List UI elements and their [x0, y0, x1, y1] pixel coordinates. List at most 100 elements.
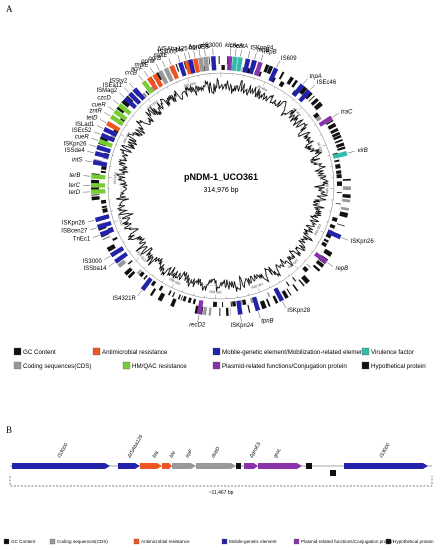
feature-label: cueR	[92, 102, 107, 108]
feature-label: repB	[335, 266, 348, 272]
feature-block	[94, 151, 110, 159]
cds-block	[145, 90, 150, 96]
cds-block	[121, 99, 130, 108]
tick-mark	[157, 92, 159, 95]
cds-block	[127, 260, 133, 265]
feature-leader	[94, 131, 101, 135]
feature-label: groL	[198, 44, 210, 50]
legend-label: Antimicrobial resistance	[141, 539, 190, 544]
feature-label: ISSde4	[65, 148, 85, 154]
legend-swatch	[122, 361, 131, 370]
feature-block	[298, 89, 312, 103]
cds-block	[266, 291, 271, 298]
cds-block	[266, 65, 274, 75]
feature-leader	[260, 54, 264, 62]
legend-label: HM/QAC resistance	[132, 363, 187, 370]
gene-arrow	[344, 463, 428, 469]
cds-block	[258, 71, 262, 77]
feature-leader	[258, 311, 261, 319]
cds-block	[306, 263, 311, 268]
feature-block	[157, 70, 169, 85]
legend-label: Virulence factor	[371, 349, 414, 356]
cds-block	[149, 288, 157, 297]
feature-leader	[332, 113, 339, 118]
tick-mark	[115, 144, 118, 146]
feature-leader	[276, 61, 280, 68]
cds-block	[336, 192, 342, 194]
cds-block	[292, 276, 297, 282]
cds-block	[208, 56, 211, 65]
cds-block	[301, 275, 310, 285]
feature-leader	[347, 151, 355, 154]
legend-swatch	[385, 538, 392, 545]
tick-mark	[292, 99, 294, 102]
feature-label: ISSba14	[83, 266, 107, 272]
cds-block	[272, 295, 279, 304]
feature-block	[178, 61, 187, 77]
hypothetical-block	[330, 470, 336, 476]
feature-label: virB	[357, 148, 367, 154]
feature-label: repB	[264, 49, 277, 55]
legend-item: GC Content	[3, 538, 36, 545]
feature-block	[236, 57, 243, 72]
feature-block	[100, 132, 116, 143]
feature-label: ISMag2	[96, 88, 117, 94]
feature-leader	[240, 49, 242, 57]
gene-label: groL	[273, 447, 283, 459]
gene-label: ΔgroES	[248, 440, 263, 459]
feature-block	[292, 83, 305, 97]
tick-mark	[319, 134, 322, 136]
cds-block	[304, 91, 313, 100]
feature-block	[203, 56, 210, 72]
feature-block	[187, 59, 196, 74]
feature-block	[132, 87, 146, 101]
cds-block	[323, 248, 333, 257]
legend-swatch	[133, 538, 140, 545]
cds-block	[312, 264, 321, 272]
plasmid-name: pNDM-1_UCO361	[184, 172, 258, 182]
gene-label: bla	[152, 450, 161, 459]
cds-block	[91, 179, 100, 184]
feature-label: cbeA	[230, 43, 244, 49]
tick-mark	[120, 134, 125, 137]
cds-block	[157, 292, 166, 302]
feature-block	[196, 299, 204, 315]
feature-leader	[138, 75, 144, 81]
legend-swatch	[13, 347, 22, 356]
feature-labels: IS609tnpAISEc46traCvirBISKpn26repBISKpn2…	[61, 43, 374, 329]
feature-label: ISEa11	[103, 83, 123, 89]
legend-label: Antimicrobial resistance	[102, 349, 168, 356]
cds-block	[285, 281, 290, 287]
feature-leader	[204, 48, 206, 56]
tick-mark	[273, 86, 276, 89]
legend-panel-b: GC Content Coding sequences(CDS) Antimicro…	[3, 538, 434, 545]
cds-block	[242, 299, 247, 305]
tick-mark	[129, 250, 131, 253]
feature-leader	[89, 144, 97, 147]
cds-block	[331, 131, 341, 138]
feature-label: bla	[189, 45, 198, 51]
tick-mark	[269, 285, 271, 288]
gene-arrow	[244, 463, 258, 469]
feature-label: ISKpn24	[250, 46, 274, 52]
feature-block	[332, 151, 348, 159]
cds-block	[212, 301, 217, 307]
feature-label: ISKpn26	[351, 239, 375, 245]
feature-leader	[91, 137, 99, 141]
feature-leader	[184, 52, 187, 60]
gc-content-ring	[116, 77, 329, 292]
tick-mark	[287, 274, 290, 277]
tick-mark	[311, 250, 313, 253]
feature-leader	[96, 125, 104, 129]
feature-leader	[240, 315, 242, 323]
tick-mark	[320, 230, 325, 233]
cds-block	[171, 292, 176, 298]
feature-label: zntR	[88, 108, 102, 114]
feature-label: IS3000	[83, 259, 103, 265]
feature-block	[326, 229, 342, 240]
gene-arrow	[172, 463, 196, 469]
feature-leader	[83, 175, 91, 177]
cds-block	[286, 76, 294, 86]
feature-label: ISEc46	[317, 80, 337, 86]
cds-block	[286, 288, 292, 296]
